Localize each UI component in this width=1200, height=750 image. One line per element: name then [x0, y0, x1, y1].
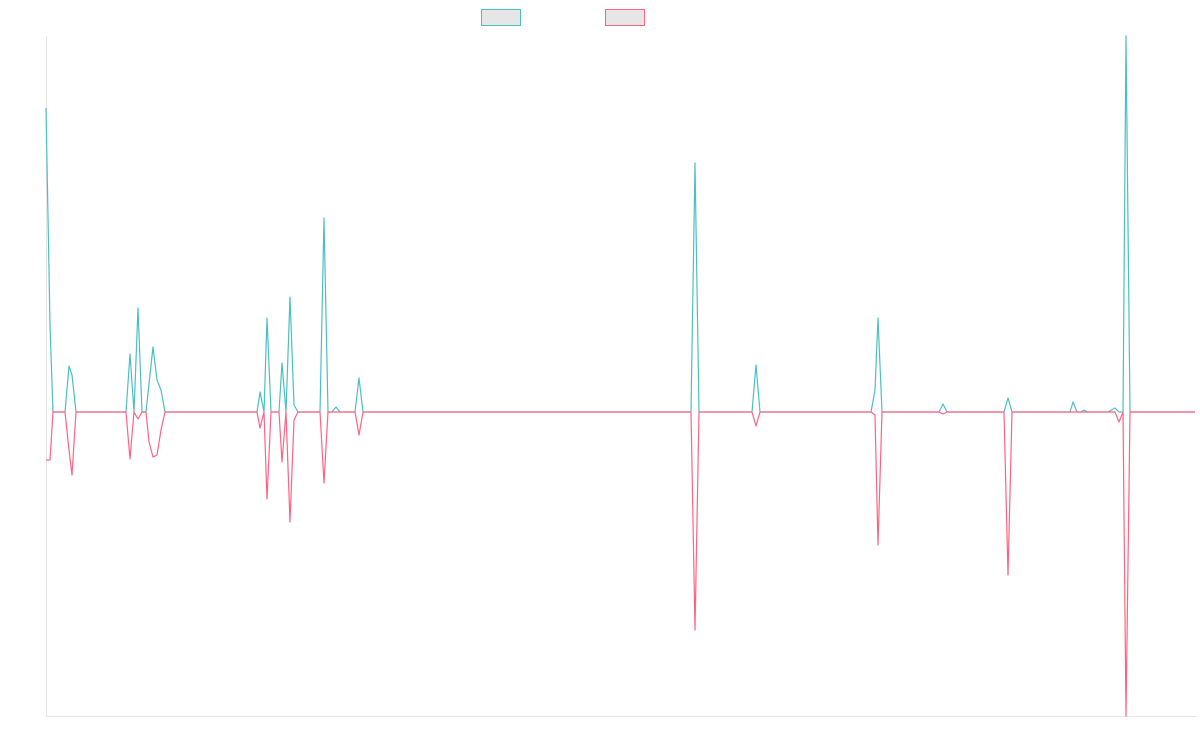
legend-swatch: [481, 9, 521, 26]
series-line: [45, 35, 1195, 413]
legend-swatch: [605, 9, 645, 26]
series-line: [46, 411, 1195, 717]
